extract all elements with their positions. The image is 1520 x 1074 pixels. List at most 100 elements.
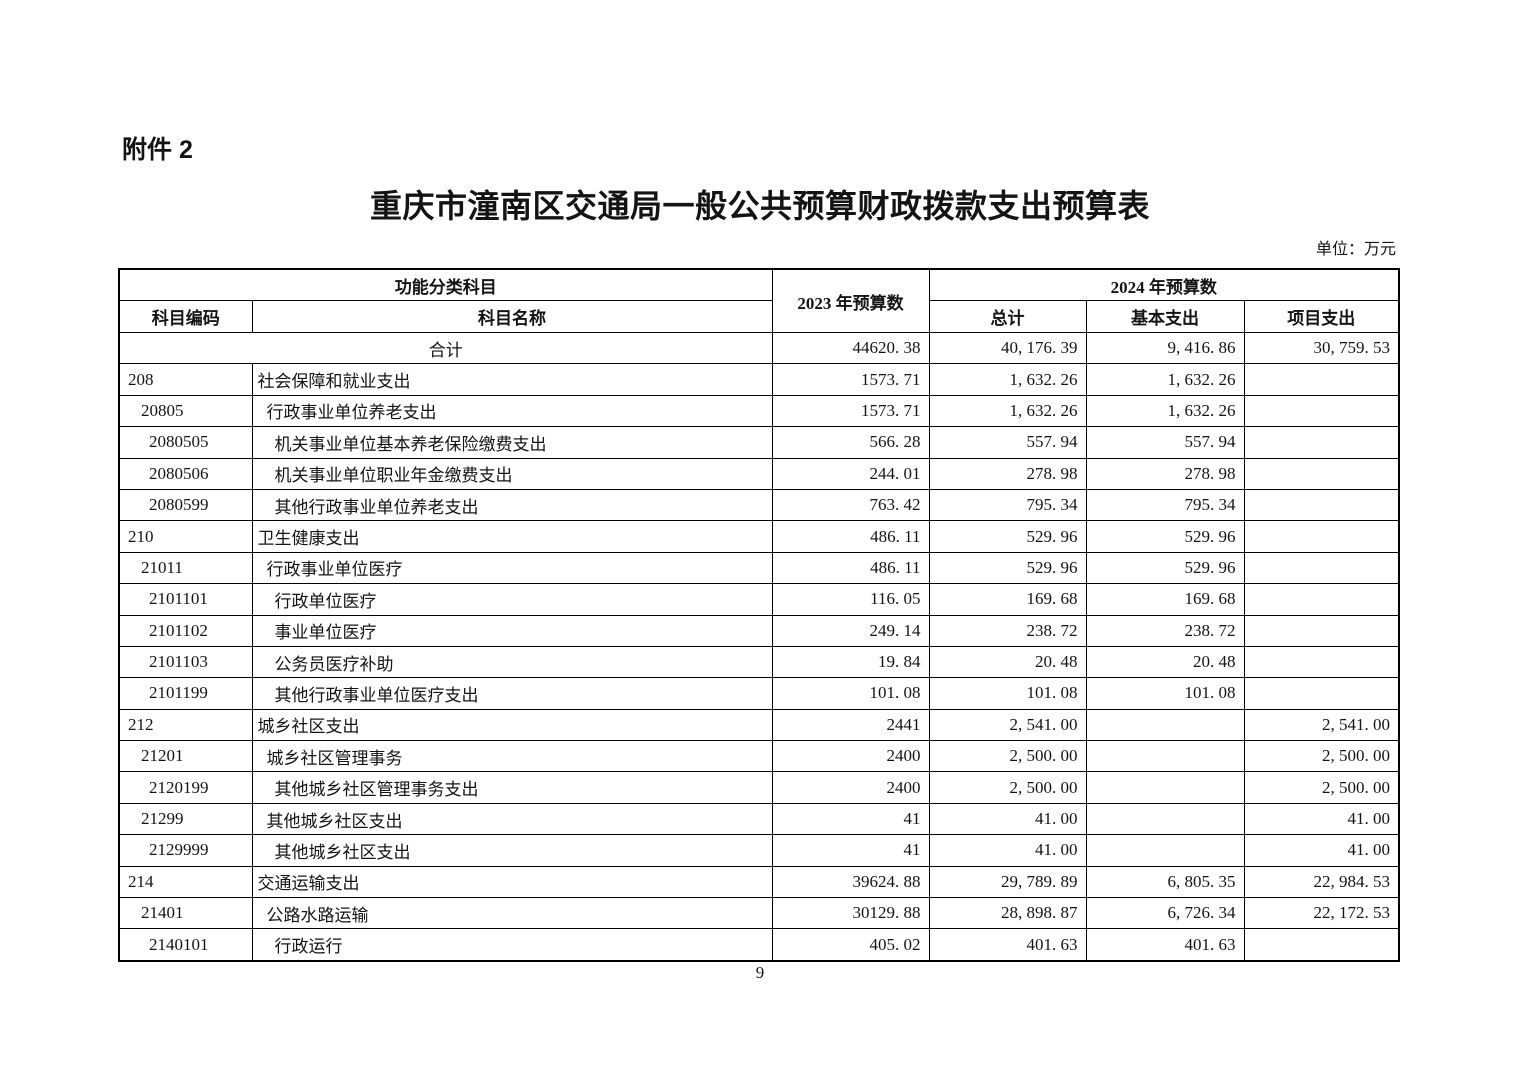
budget-2024-total-cell: 40, 176. 39 xyxy=(928,331,1087,365)
budget-2023-cell: 1573. 71 xyxy=(771,394,930,428)
budget-2024-basic-cell: 9, 416. 86 xyxy=(1085,331,1245,365)
budget-2024-total-cell: 557. 94 xyxy=(928,426,1087,459)
budget-2024-total-cell: 41. 00 xyxy=(928,834,1087,867)
attachment-label: 附件 2 xyxy=(122,136,193,164)
subject-code-cell: 2101199 xyxy=(118,677,253,710)
table-row: 2080506 机关事业单位职业年金缴费支出 244. 01 278. 98 278. … xyxy=(118,457,1400,490)
subject-code-cell: 2120199 xyxy=(118,771,253,804)
budget-2023-cell: 44620. 38 xyxy=(771,331,930,365)
subject-name-cell: 行政单位医疗 xyxy=(251,583,773,616)
budget-2024-basic-cell xyxy=(1085,771,1245,804)
header-basic-expenditure: 基本支出 xyxy=(1085,300,1245,333)
table-header-row-2: 科目编码 科目名称 总计 基本支出 项目支出 xyxy=(118,300,1400,333)
budget-2024-basic-cell: 20. 48 xyxy=(1085,645,1245,679)
budget-2024-total-cell: 1, 632. 26 xyxy=(928,363,1087,396)
table-row: 21401 公路水路运输 30129. 88 28, 898. 87 6, 726. 3… xyxy=(118,897,1400,930)
budget-2024-basic-cell xyxy=(1085,834,1245,867)
subject-code-cell: 2080505 xyxy=(118,426,253,459)
budget-2024-basic-cell: 795. 34 xyxy=(1085,488,1245,522)
table-row: 2080505 机关事业单位基本养老保险缴费支出 566. 28 557. 94 557… xyxy=(118,426,1400,459)
budget-2024-total-cell: 20. 48 xyxy=(928,645,1087,679)
budget-2024-total-cell: 278. 98 xyxy=(928,457,1087,490)
row-label-cell: 合计 xyxy=(118,331,773,365)
budget-2024-project-cell xyxy=(1243,488,1400,522)
table-body: 合计 44620. 38 40, 176. 39 9, 416. 86 30, 759.… xyxy=(118,331,1400,962)
table-row: 212 城乡社区支出 2441 2, 541. 00 2, 541. 00 xyxy=(118,708,1400,742)
budget-2024-basic-cell: 1, 632. 26 xyxy=(1085,394,1245,428)
budget-2024-total-cell: 2, 541. 00 xyxy=(928,708,1087,742)
budget-2023-cell: 41 xyxy=(771,802,930,836)
subject-name-cell: 机关事业单位职业年金缴费支出 xyxy=(251,457,773,490)
subject-code-cell: 20805 xyxy=(118,394,253,428)
budget-2024-project-cell: 41. 00 xyxy=(1243,834,1400,867)
budget-2024-project-cell xyxy=(1243,520,1400,553)
subject-code-cell: 2101101 xyxy=(118,583,253,616)
subject-code-cell: 21011 xyxy=(118,551,253,585)
table-row: 21011 行政事业单位医疗 486. 11 529. 96 529. 96 xyxy=(118,551,1400,585)
table-row: 20805 行政事业单位养老支出 1573. 71 1, 632. 26 1, 632.… xyxy=(118,394,1400,428)
subject-code-cell: 212 xyxy=(118,708,253,742)
budget-2024-basic-cell: 557. 94 xyxy=(1085,426,1245,459)
budget-2024-project-cell xyxy=(1243,551,1400,585)
budget-2023-cell: 19. 84 xyxy=(771,645,930,679)
subject-name-cell: 事业单位医疗 xyxy=(251,614,773,647)
subject-name-cell: 其他行政事业单位养老支出 xyxy=(251,488,773,522)
table-row: 2101103 公务员医疗补助 19. 84 20. 48 20. 48 xyxy=(118,645,1400,679)
subject-code-cell: 21201 xyxy=(118,740,253,773)
budget-2023-cell: 405. 02 xyxy=(771,928,930,962)
table-row: 2140101 行政运行 405. 02 401. 63 401. 63 xyxy=(118,928,1400,962)
budget-2024-total-cell: 529. 96 xyxy=(928,520,1087,553)
table-header-row-1: 功能分类科目 2023 年预算数 2024 年预算数 xyxy=(118,268,1400,333)
budget-2024-basic-cell: 529. 96 xyxy=(1085,520,1245,553)
total-row: 合计 44620. 38 40, 176. 39 9, 416. 86 30, 759.… xyxy=(118,331,1400,365)
budget-2023-cell: 116. 05 xyxy=(771,583,930,616)
budget-table: 功能分类科目 2023 年预算数 2024 年预算数 科目编码 科目名称 总计 … xyxy=(118,268,1401,962)
budget-2024-project-cell: 2, 541. 00 xyxy=(1243,708,1400,742)
budget-2024-total-cell: 401. 63 xyxy=(928,928,1087,962)
budget-2024-project-cell xyxy=(1243,583,1400,616)
subject-name-cell: 行政运行 xyxy=(251,928,773,962)
subject-code-cell: 21299 xyxy=(118,802,253,836)
page-title: 重庆市潼南区交通局一般公共预算财政拨款支出预算表 xyxy=(369,188,1150,224)
subject-code-cell: 208 xyxy=(118,363,253,396)
header-2023-budget: 2023 年预算数 xyxy=(771,268,930,333)
budget-2024-basic-cell xyxy=(1085,708,1245,742)
table-row: 2101199 其他行政事业单位医疗支出 101. 08 101. 08 101. 08 xyxy=(118,677,1400,710)
subject-name-cell: 机关事业单位基本养老保险缴费支出 xyxy=(251,426,773,459)
budget-2024-project-cell xyxy=(1243,614,1400,647)
budget-2024-total-cell: 41. 00 xyxy=(928,802,1087,836)
budget-2024-project-cell: 2, 500. 00 xyxy=(1243,771,1400,804)
subject-name-cell: 行政事业单位医疗 xyxy=(251,551,773,585)
subject-name-cell: 公务员医疗补助 xyxy=(251,645,773,679)
budget-2024-total-cell: 1, 632. 26 xyxy=(928,394,1087,428)
table-row: 21299 其他城乡社区支出 41 41. 00 41. 00 xyxy=(118,802,1400,836)
unit-label: 单位：万元 xyxy=(1315,241,1396,258)
subject-code-cell: 2129999 xyxy=(118,834,253,867)
subject-name-cell: 卫生健康支出 xyxy=(251,520,773,553)
subject-code-cell: 2101103 xyxy=(118,645,253,679)
table-row: 2101102 事业单位医疗 249. 14 238. 72 238. 72 xyxy=(118,614,1400,647)
budget-2024-project-cell: 22, 172. 53 xyxy=(1243,897,1400,930)
budget-2024-basic-cell: 529. 96 xyxy=(1085,551,1245,585)
subject-name-cell: 城乡社区管理事务 xyxy=(251,740,773,773)
budget-2024-total-cell: 29, 789. 89 xyxy=(928,865,1087,899)
budget-2023-cell: 30129. 88 xyxy=(771,897,930,930)
page-number: 9 xyxy=(755,963,765,982)
budget-2024-basic-cell: 1, 632. 26 xyxy=(1085,363,1245,396)
subject-name-cell: 社会保障和就业支出 xyxy=(251,363,773,396)
budget-2023-cell: 41 xyxy=(771,834,930,867)
subject-code-cell: 210 xyxy=(118,520,253,553)
table-row: 214 交通运输支出 39624. 88 29, 789. 89 6, 805. 35 2… xyxy=(118,865,1400,899)
table-row: 208 社会保障和就业支出 1573. 71 1, 632. 26 1, 632. 26 xyxy=(118,363,1400,396)
header-2024-total: 总计 xyxy=(928,300,1087,333)
budget-2023-cell: 249. 14 xyxy=(771,614,930,647)
subject-name-cell: 其他城乡社区支出 xyxy=(251,802,773,836)
subject-code-cell: 2140101 xyxy=(118,928,253,962)
budget-2024-project-cell xyxy=(1243,677,1400,710)
budget-2023-cell: 244. 01 xyxy=(771,457,930,490)
budget-2023-cell: 101. 08 xyxy=(771,677,930,710)
budget-2024-project-cell: 22, 984. 53 xyxy=(1243,865,1400,899)
header-project-expenditure: 项目支出 xyxy=(1243,300,1400,333)
budget-2024-project-cell xyxy=(1243,426,1400,459)
